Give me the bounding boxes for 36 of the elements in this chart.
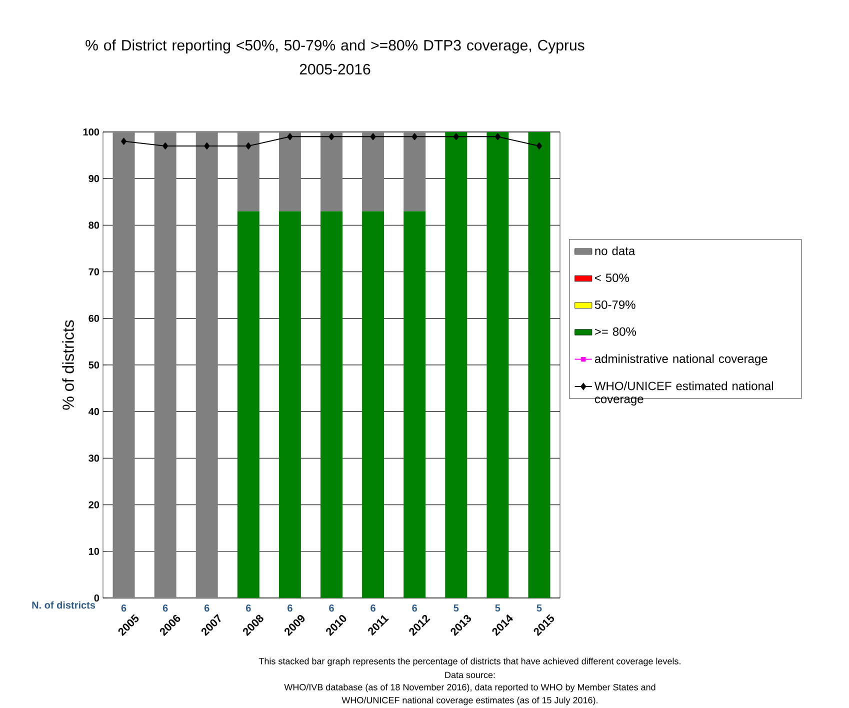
legend-label: < 50% — [595, 274, 630, 282]
y-tick-label: 70 — [88, 268, 100, 276]
legend-label: 50-79% — [594, 300, 636, 309]
y-tick-label: 60 — [88, 314, 100, 322]
y-axis-title: % of districts — [62, 320, 74, 410]
y-tick-label: 20 — [88, 501, 100, 508]
text: 5 — [536, 604, 542, 612]
legend-label: >= 80% — [595, 327, 636, 336]
y-tick-label: 90 — [88, 175, 100, 182]
y-tick-label: 30 — [88, 454, 100, 462]
text: 6 — [288, 604, 292, 612]
text: 6 — [329, 604, 334, 612]
text: 6 — [121, 604, 126, 612]
y-tick-label: 100 — [83, 128, 100, 136]
legend-label: no data — [595, 246, 636, 256]
chart-title: % of District reporting <50%, 50-79% and >=80% DTP3 coverage, Cyprus — [86, 40, 584, 54]
legend-label: administrative national coverage — [594, 354, 768, 366]
text: 5 — [454, 604, 459, 612]
y-tick-label: 50 — [88, 361, 100, 369]
text: WHO/IVB database (as of 18 November 2016), data reported to WHO by Member States and — [284, 684, 656, 692]
text: 6 — [370, 604, 376, 612]
text: 6 — [246, 604, 251, 612]
y-tick-label: 80 — [88, 222, 100, 229]
source-note: Data source: — [445, 672, 495, 678]
text: N. of districts — [32, 601, 96, 609]
text: This stacked bar graph represents the percentage of districts that have achieved different coverage levels. — [258, 658, 680, 666]
y-tick-label: 40 — [88, 408, 100, 416]
legend-label: WHO/UNICEF estimated national coverage — [594, 381, 773, 406]
text: WHO/UNICEF national coverage estimates (as of 15 July 2016). — [342, 696, 598, 706]
text: 6 — [162, 604, 168, 612]
text: 5 — [495, 604, 500, 612]
chart-subtitle: 2005-2016 — [300, 64, 370, 75]
text: 6 — [204, 604, 210, 612]
y-tick-label: 10 — [88, 548, 100, 555]
text: 6 — [412, 604, 418, 612]
y-tick-label: 0 — [94, 594, 100, 602]
